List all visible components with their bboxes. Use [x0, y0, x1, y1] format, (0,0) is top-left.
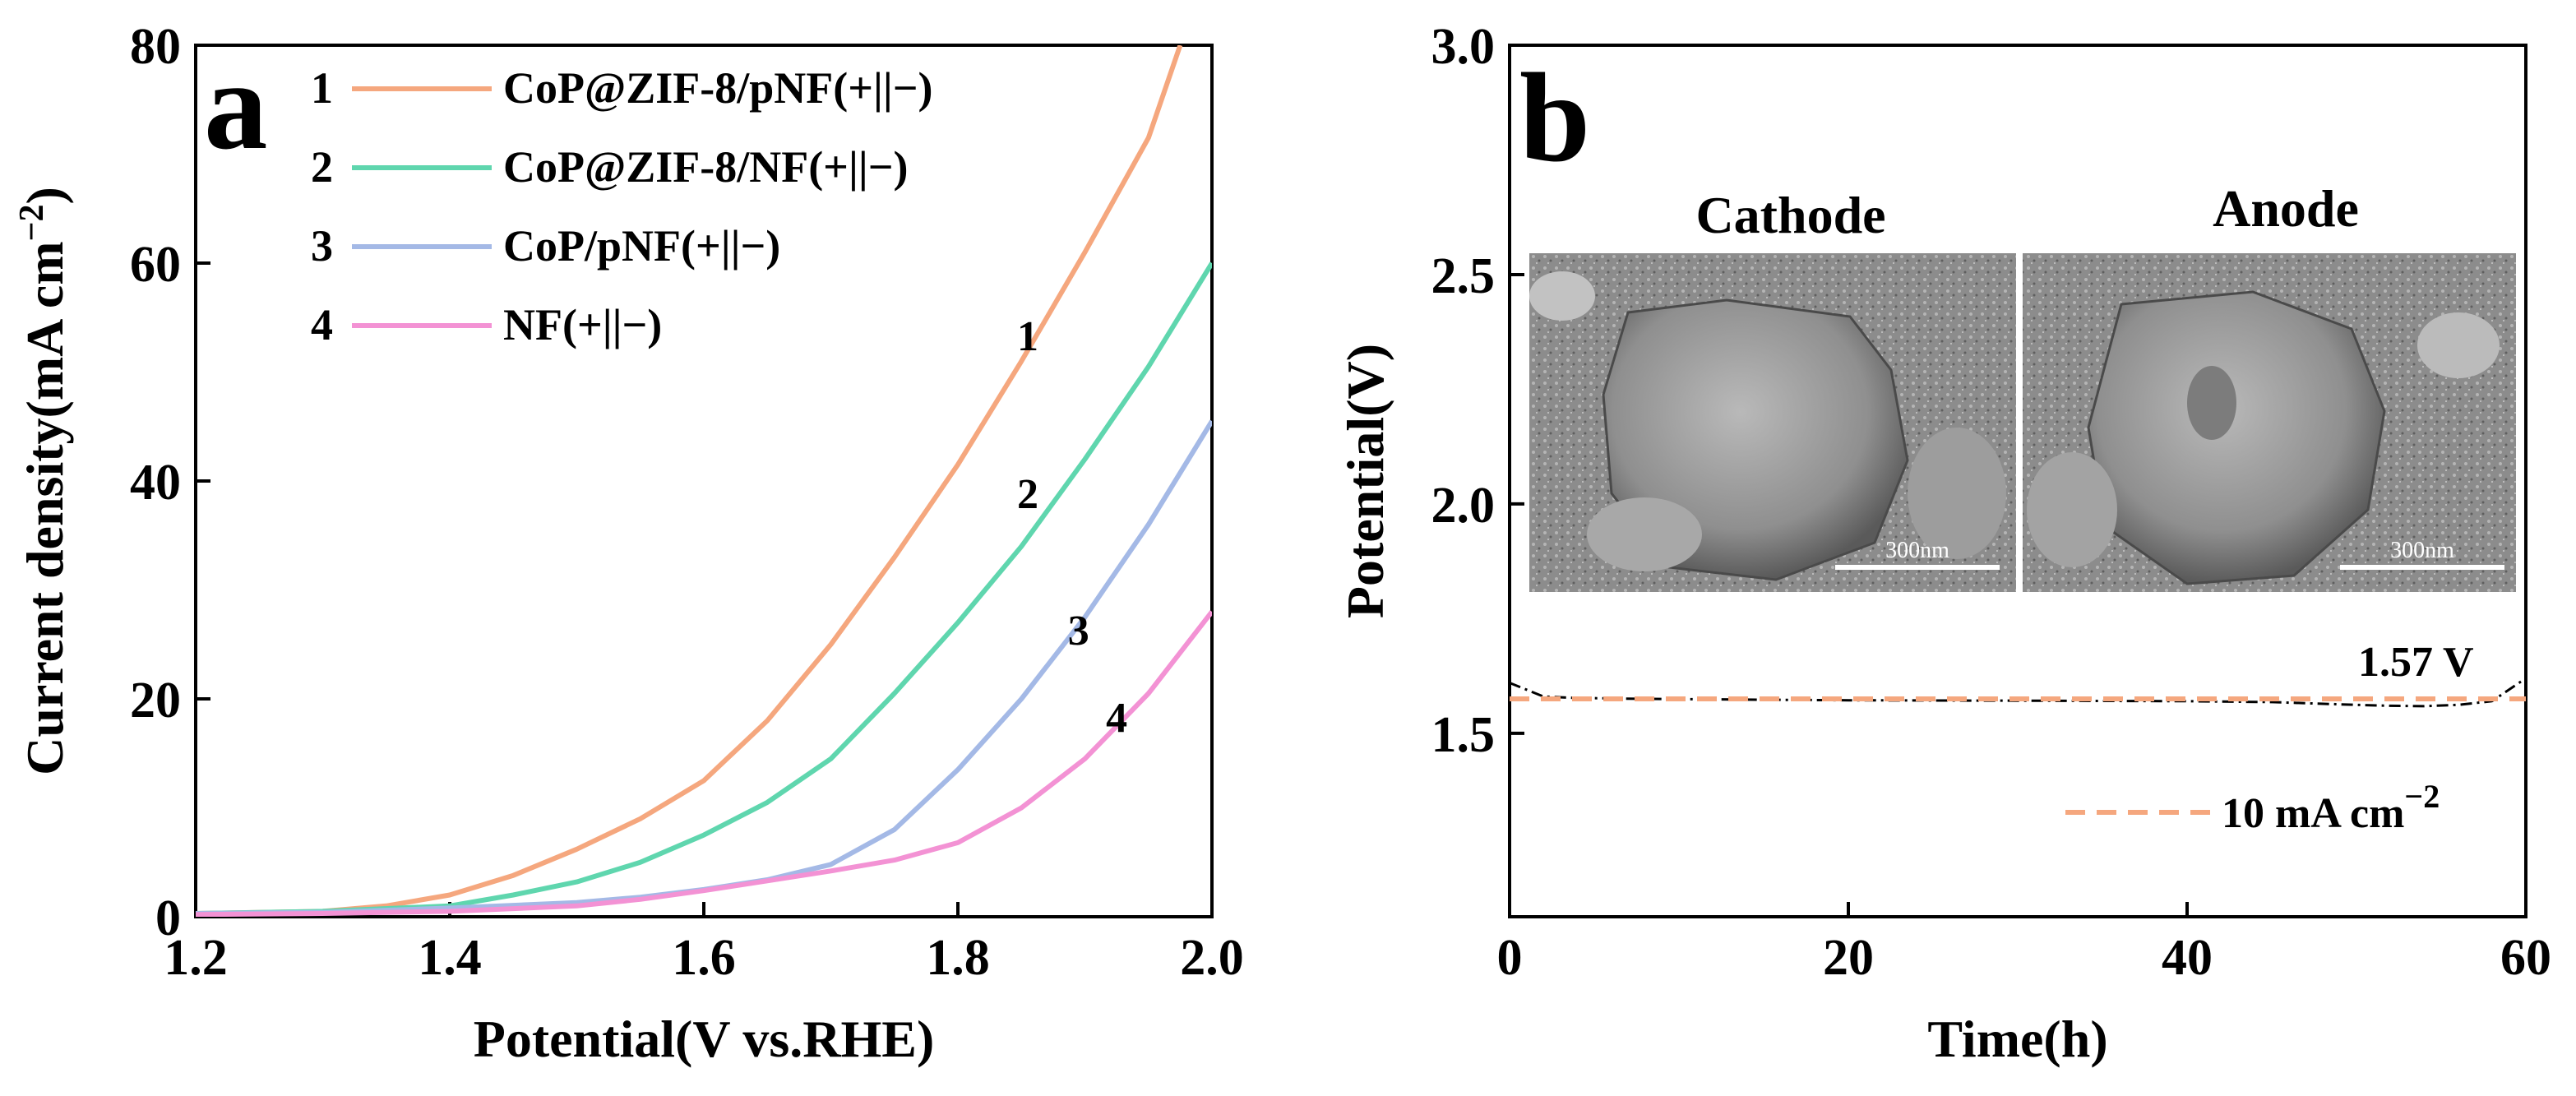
series-line-2: [196, 261, 1212, 916]
y-tick-label-a-3: 60: [130, 237, 181, 293]
legend-text-b: 10 mA cm−2: [2222, 778, 2440, 837]
legend-a: 1 CoP@ZIF-8/pNF(+||−) 2 CoP@ZIF-8/NF(+||…: [311, 63, 933, 349]
series-line-3: [196, 419, 1212, 916]
x-tick-label-a-1: 1.4: [418, 930, 482, 986]
legend-id-2: 2: [311, 142, 333, 192]
axis-ticks-a: 1.2 1.4 1.6 1.8 2.0 0 20 40 60 80: [130, 19, 1244, 986]
curve-label-1: 1: [1017, 313, 1038, 360]
x-axis-label-b: Time(h): [1927, 1010, 2107, 1068]
series-group-a: [196, 45, 1212, 917]
x-tick-label-b-2: 40: [2162, 930, 2213, 986]
legend-text-4: NF(+||−): [503, 300, 662, 349]
legend-id-1: 1: [311, 63, 333, 113]
x-axis-label-a: Potential(V vs.RHE): [474, 1010, 935, 1068]
x-tick-label-a-4: 2.0: [1180, 930, 1244, 986]
y-tick-label-b-1: 2.0: [1431, 478, 1496, 534]
y-tick-label-a-0: 0: [155, 890, 181, 946]
legend-text-3: CoP/pNF(+||−): [503, 221, 780, 271]
sem-image-anode: 300nm: [2023, 253, 2516, 592]
x-tick-label-a-3: 1.8: [926, 930, 990, 986]
panel-b: 0 20 40 601.52.02.53.0 300nm 300nm Cathode …: [1336, 19, 2551, 1068]
curve-labels-a: 1 2 34: [1017, 313, 1127, 742]
series-line-1: [196, 45, 1183, 916]
y-tick-label-b-2: 2.5: [1431, 248, 1496, 304]
legend-text-1: CoP@ZIF-8/pNF(+||−): [503, 63, 933, 113]
inset-title-cathode: Cathode: [1695, 186, 1885, 244]
series-group-b: [1510, 677, 2526, 708]
scalebar-label-anode: 300nm: [2390, 538, 2454, 563]
y-axis-label-a-main: Current density(mA cm: [16, 241, 74, 775]
axis-ticks-b: 0 20 40 60 1.5 2.0 2.5 3.0: [1431, 19, 2552, 986]
legend-id-3: 3: [311, 221, 333, 271]
curve-label-2: 2: [1017, 471, 1038, 518]
inset-title-anode: Anode: [2213, 179, 2359, 238]
y-tick-label-a-4: 80: [130, 19, 181, 75]
value-label-b: 1.57 V: [2358, 639, 2474, 686]
x-tick-label-a-0: 1.2: [164, 930, 228, 986]
y-tick-label-b-0: 1.5: [1431, 707, 1496, 763]
curve-label-4: 4: [1106, 695, 1127, 742]
y-tick-label-a-1: 20: [130, 673, 181, 728]
sem-image-cathode: 300nm: [1529, 253, 2016, 592]
x-tick-label-b-1: 20: [1823, 930, 1874, 986]
curve-label-3: 3: [1068, 608, 1089, 654]
series-line-4: [196, 610, 1212, 917]
panel-label-b: b: [1519, 47, 1590, 188]
plot-frame-b: [1508, 44, 2527, 918]
y-tick-label-a-2: 40: [130, 455, 181, 511]
legend-text-2: CoP@ZIF-8/NF(+||−): [503, 142, 909, 192]
scalebar-label-cathode: 300nm: [1885, 538, 1949, 563]
legend-text-b-main: 10 mA cm: [2222, 790, 2404, 837]
y-tick-label-b-3: 3.0: [1431, 19, 1496, 75]
x-tick-label-b-3: 60: [2500, 930, 2551, 986]
x-tick-label-a-2: 1.6: [672, 930, 736, 986]
panel-label-a: a: [204, 35, 268, 176]
x-tick-label-b-0: 0: [1497, 930, 1523, 986]
legend-id-4: 4: [311, 300, 333, 349]
y-axis-label-a-close: ): [16, 187, 74, 204]
legend-text-b-sup: −2: [2404, 778, 2440, 815]
y-axis-label-b: Potential(V): [1336, 344, 1394, 618]
y-axis-label-a: Current density(mA cm−2): [13, 187, 74, 775]
y-axis-label-a-sup: −2: [13, 204, 51, 241]
